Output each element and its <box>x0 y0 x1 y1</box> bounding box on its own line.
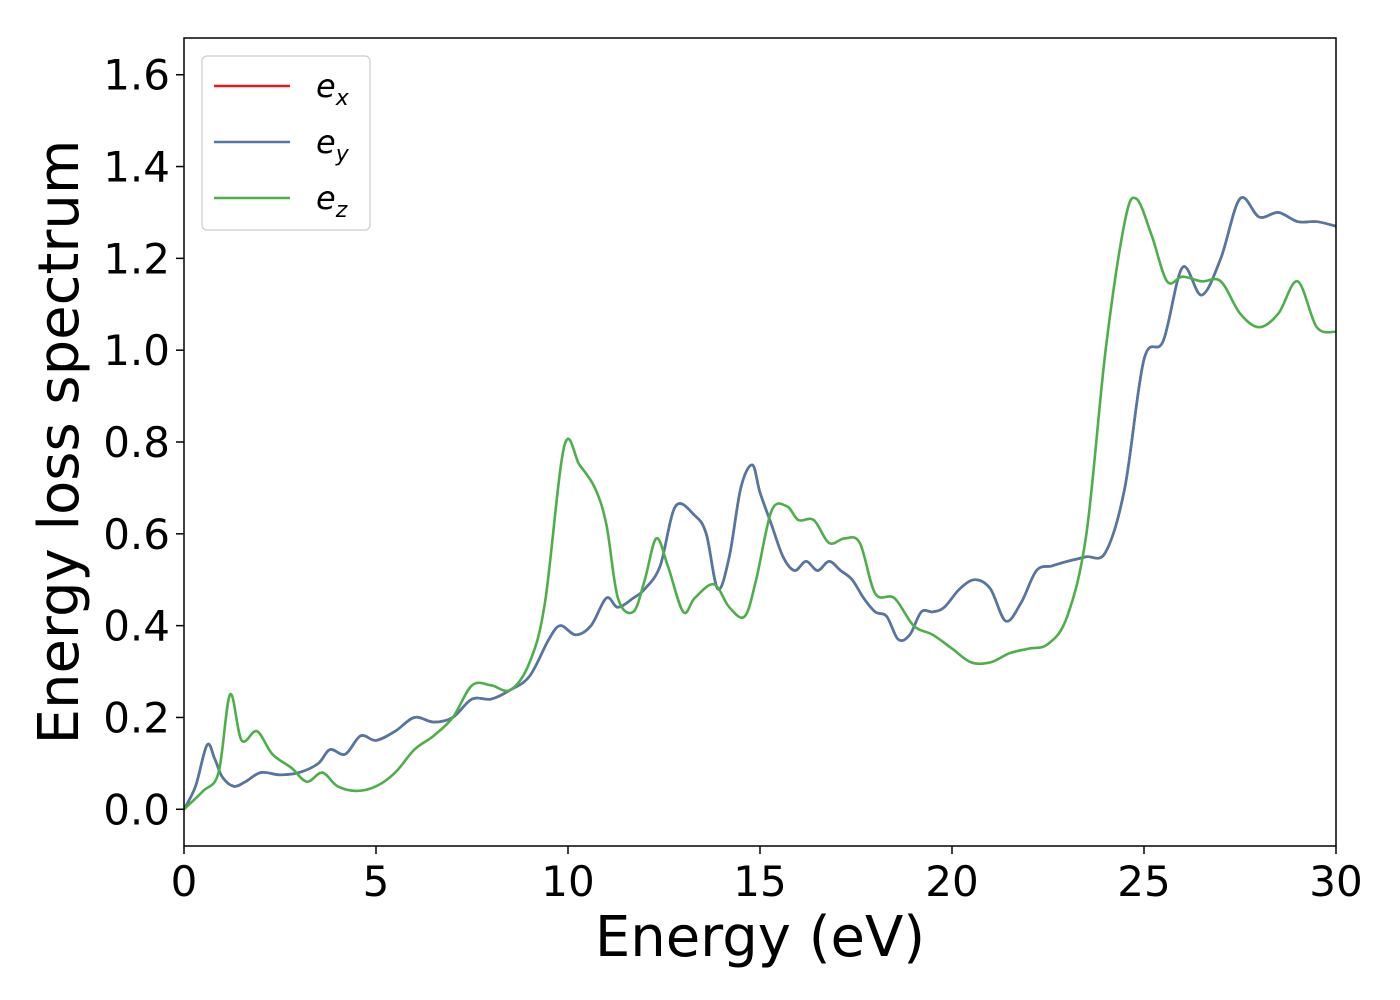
x-tick-label: 25 <box>1117 857 1170 906</box>
plot-lines <box>184 196 1336 811</box>
legend-subscript: x <box>335 86 350 111</box>
y-axis-ticks: 0.0 0.2 0.4 0.6 0.8 1.0 1.2 1.4 1.6 <box>103 51 184 834</box>
x-axis-ticks: 0 5 10 15 20 25 30 <box>171 846 1363 906</box>
series-line-ey <box>184 196 1336 811</box>
y-axis-title: Energy loss spectrum <box>27 140 92 745</box>
series-line-ez <box>184 196 1336 811</box>
x-tick-label: 5 <box>363 857 390 906</box>
x-axis-title: Energy (eV) <box>595 905 925 970</box>
y-tick-label: 0.4 <box>103 602 170 651</box>
y-tick-label: 1.2 <box>103 234 170 283</box>
y-tick-label: 0.0 <box>103 785 170 834</box>
y-tick-label: 0.2 <box>103 693 170 742</box>
legend-subscript: z <box>335 198 348 223</box>
x-tick-label: 0 <box>171 857 198 906</box>
y-tick-label: 0.8 <box>103 418 170 467</box>
x-tick-label: 30 <box>1309 857 1362 906</box>
y-tick-label: 1.4 <box>103 143 170 192</box>
x-tick-label: 20 <box>925 857 978 906</box>
y-tick-label: 1.6 <box>103 51 170 100</box>
series-line-ex <box>184 196 1336 811</box>
y-tick-label: 1.0 <box>103 326 170 375</box>
y-tick-label: 0.6 <box>103 510 170 559</box>
x-tick-label: 10 <box>541 857 594 906</box>
x-tick-label: 15 <box>733 857 786 906</box>
legend-subscript: y <box>335 142 350 167</box>
